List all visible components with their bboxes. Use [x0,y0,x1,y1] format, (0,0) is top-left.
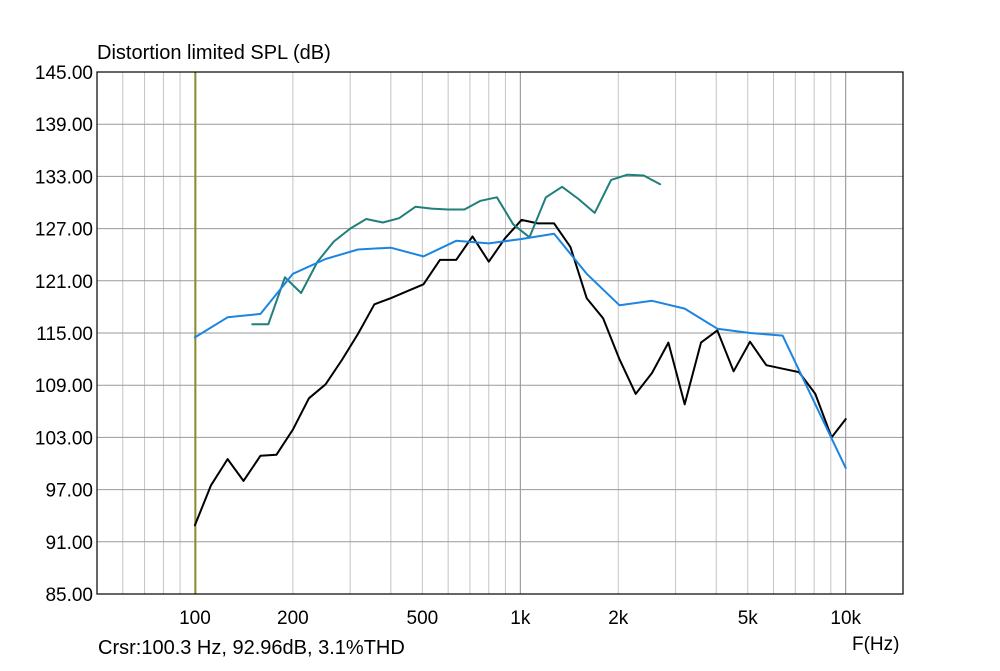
x-tick-label: 2k [608,608,629,629]
y-tick-label: 97.00 [45,481,93,502]
y-tick-label: 145.00 [35,63,93,84]
cursor-readout: Crsr:100.3 Hz, 92.96dB, 3.1%THD [98,637,405,659]
x-tick-label: 10k [830,608,861,629]
x-axis-label: F(Hz) [852,634,899,655]
y-tick-labels: 145.00 139.00 133.00 127.00 121.00 115.00 109.… [35,63,93,606]
grid [97,72,903,594]
chart-title: Distortion limited SPL (dB) [97,42,331,64]
y-tick-label: 109.00 [35,376,93,397]
series-line-1 [193,218,847,527]
x-tick-label: 5k [738,608,759,629]
y-tick-label: 133.00 [35,167,93,188]
x-tick-labels: 100 200 500 1k 2k 5k 10k [179,608,861,629]
x-tick-label: 200 [277,608,309,629]
x-tick-label: 100 [179,608,211,629]
series-layer [193,173,847,527]
series-line-3 [193,232,847,469]
y-tick-label: 103.00 [35,428,93,449]
x-tick-label: 500 [407,608,439,629]
y-tick-label: 91.00 [45,533,93,554]
y-tick-label: 85.00 [45,585,93,606]
y-tick-label: 115.00 [36,324,93,345]
y-tick-label: 139.00 [35,115,93,136]
series-line-2 [251,173,662,326]
y-tick-label: 121.00 [35,272,93,293]
x-tick-label: 1k [510,608,531,629]
plot-frame [96,71,904,595]
y-tick-label: 127.00 [35,220,93,241]
